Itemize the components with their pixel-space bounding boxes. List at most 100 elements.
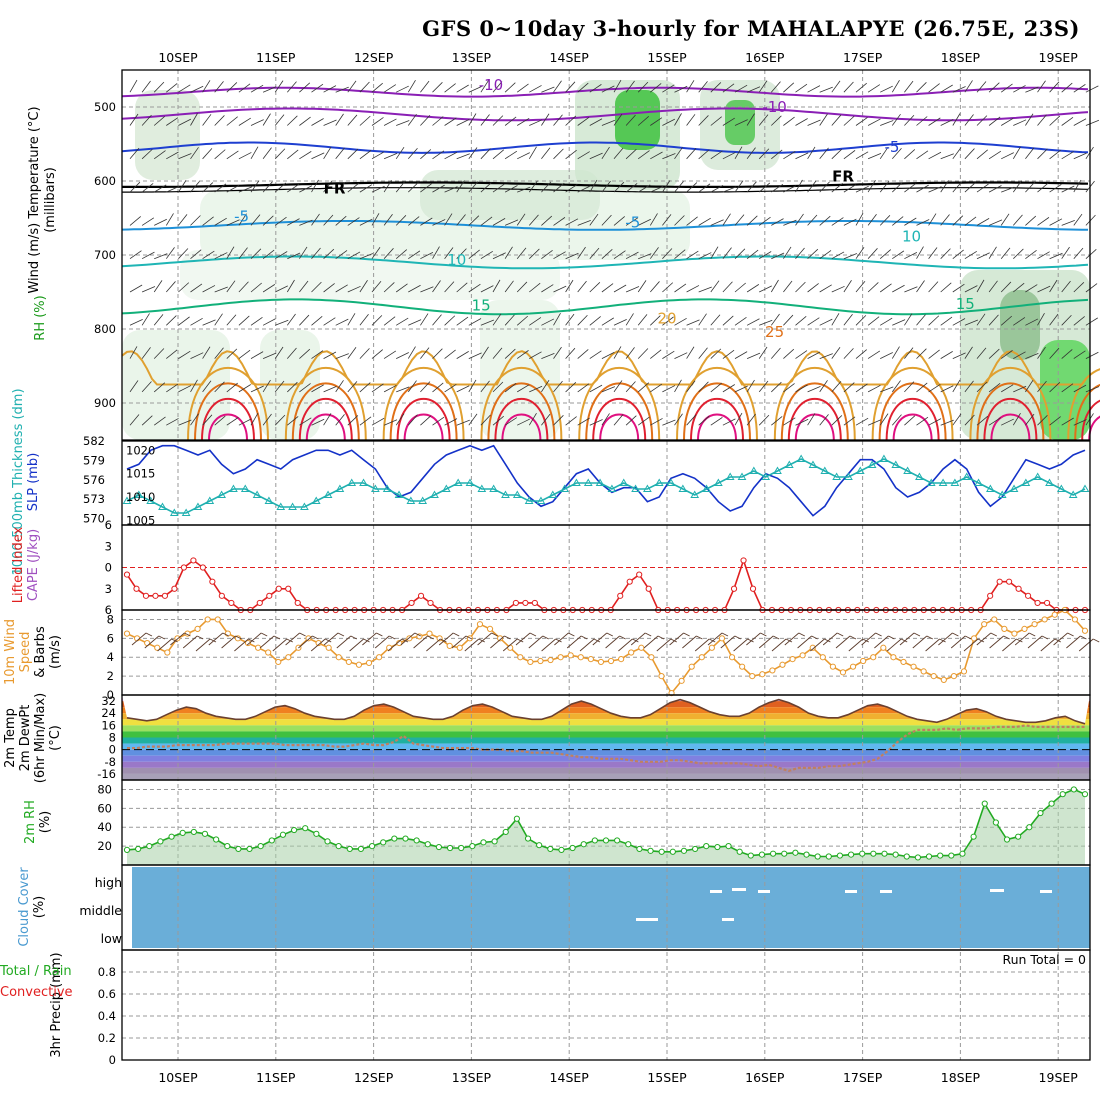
wind-barb — [166, 418, 179, 426]
surface-wind-barb-feather — [337, 632, 345, 637]
wind-speed-point — [981, 621, 988, 628]
temperature-contour — [487, 382, 556, 441]
wind-barb — [662, 316, 674, 326]
wind-barb — [553, 312, 561, 326]
slp-axis-title-part: 1000-500mb Thickness (dm) — [11, 388, 26, 575]
wind-barb — [698, 183, 711, 193]
wind-barb — [650, 383, 663, 393]
wind-barb — [347, 381, 358, 393]
thickness-point — [725, 472, 735, 480]
wind-barb — [1049, 279, 1058, 293]
wind-barb — [964, 250, 977, 260]
wind-barb — [637, 150, 650, 160]
surface-wind-barb-feather — [171, 638, 178, 643]
wind-barb — [262, 147, 272, 160]
wind-barb — [1000, 350, 1013, 359]
surface-wind-barb — [643, 635, 659, 649]
wind-speed-point — [607, 657, 615, 665]
wind-barb — [855, 213, 864, 226]
wind-barb — [516, 213, 526, 226]
wind-barb — [783, 280, 793, 293]
wind-barb — [1037, 380, 1047, 393]
wind-barb — [698, 149, 710, 160]
surface-wind-barb-feather — [555, 638, 562, 643]
wind-barb — [299, 82, 311, 93]
wind-barb — [1001, 418, 1014, 426]
wind-barb — [287, 149, 299, 160]
surface-wind-barb-feather — [721, 632, 729, 637]
wind-barb — [420, 415, 432, 426]
wind-speed-point — [365, 659, 373, 666]
wind-barb — [335, 380, 344, 393]
wind-barb — [541, 113, 550, 126]
wind-barb — [783, 348, 795, 359]
wind-barb — [1037, 114, 1047, 126]
wind-barb — [311, 418, 325, 426]
wind-barb — [879, 413, 889, 426]
wind-barb — [141, 286, 156, 293]
rh-tick-label: 20 — [97, 839, 112, 853]
wind-barb — [517, 152, 530, 160]
wind-barb — [1049, 184, 1062, 193]
wind-barb — [710, 82, 722, 93]
wind-barb — [347, 347, 357, 359]
surface-wind-barb — [861, 632, 876, 646]
thickness-point — [217, 490, 226, 498]
wind-barb — [650, 418, 663, 426]
wind-barb — [976, 279, 985, 293]
thickness-point — [406, 496, 416, 504]
wind-barb — [335, 86, 349, 93]
surface-wind-barb — [285, 632, 300, 646]
wind-barb — [371, 185, 385, 193]
surface-wind-barb — [298, 635, 313, 649]
wind-barb — [262, 181, 273, 193]
wind-speed-point — [789, 656, 796, 663]
wind-barb — [504, 246, 513, 259]
wind-barb — [335, 215, 347, 226]
wind-barb — [1049, 252, 1063, 260]
wind-barb — [577, 151, 590, 160]
wind-barb — [444, 349, 456, 359]
wind-barb — [783, 314, 794, 326]
wind-barb — [420, 381, 431, 393]
wind-barb — [153, 81, 165, 93]
wind-barb — [250, 282, 262, 293]
wind-barb — [565, 313, 575, 326]
wind-barb — [916, 416, 929, 426]
wind-barb — [141, 148, 153, 160]
wind-barb — [1073, 281, 1085, 293]
wind-speed-point — [739, 663, 746, 670]
wind-speed-point — [638, 644, 645, 651]
wind-barb — [432, 116, 444, 126]
top-date-label: 12SEP — [354, 50, 394, 65]
wind-barb — [1025, 379, 1034, 393]
wind-barb — [1012, 412, 1021, 426]
wind-barb — [625, 148, 637, 160]
wind-barb — [819, 414, 829, 426]
temperature-contour — [676, 367, 758, 441]
surface-wind-barb-feather — [696, 635, 703, 640]
wind-barb — [286, 347, 297, 359]
wind-barb — [771, 149, 783, 160]
wind-speed-point — [355, 661, 363, 668]
cape-axis-title: Lifted IndexCAPE (J/kg) — [11, 526, 41, 603]
wind-barb — [758, 414, 770, 426]
wind-barb — [1049, 416, 1061, 426]
precip-tick-label: 0 — [109, 1053, 116, 1067]
wind-barb — [299, 348, 311, 359]
wind-barb — [250, 214, 261, 226]
wind-barb — [807, 283, 819, 293]
wind-barb — [383, 384, 397, 393]
wind-barb — [770, 313, 780, 326]
rh2m-point — [402, 835, 409, 842]
bottom-date-label: 18SEP — [941, 1070, 981, 1085]
wind-barb — [1073, 316, 1085, 326]
wind-barb — [468, 181, 479, 193]
surface-wind-barb — [246, 632, 262, 646]
wind-barb — [359, 280, 368, 293]
surface-wind-barb — [541, 638, 556, 652]
thickness-point — [288, 502, 297, 510]
wind-barb — [867, 350, 881, 359]
thickness-point — [855, 466, 865, 474]
wind-barb — [734, 180, 744, 193]
